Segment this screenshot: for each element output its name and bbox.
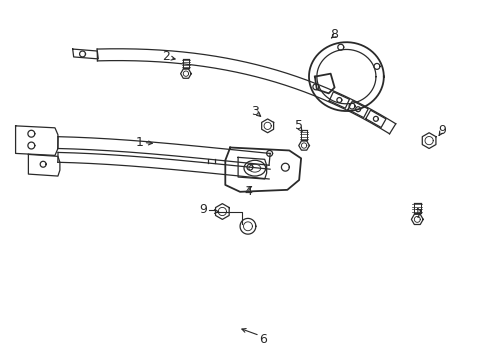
Text: 9: 9 [437,124,445,137]
Text: 9: 9 [199,203,207,216]
Text: 7: 7 [414,208,423,221]
Text: 6: 6 [258,333,266,346]
Text: 1: 1 [136,136,143,149]
Text: 4: 4 [244,185,251,198]
Text: 5: 5 [295,120,303,132]
Text: 8: 8 [330,28,338,41]
Text: 3: 3 [250,105,258,118]
Text: 2: 2 [162,50,170,63]
